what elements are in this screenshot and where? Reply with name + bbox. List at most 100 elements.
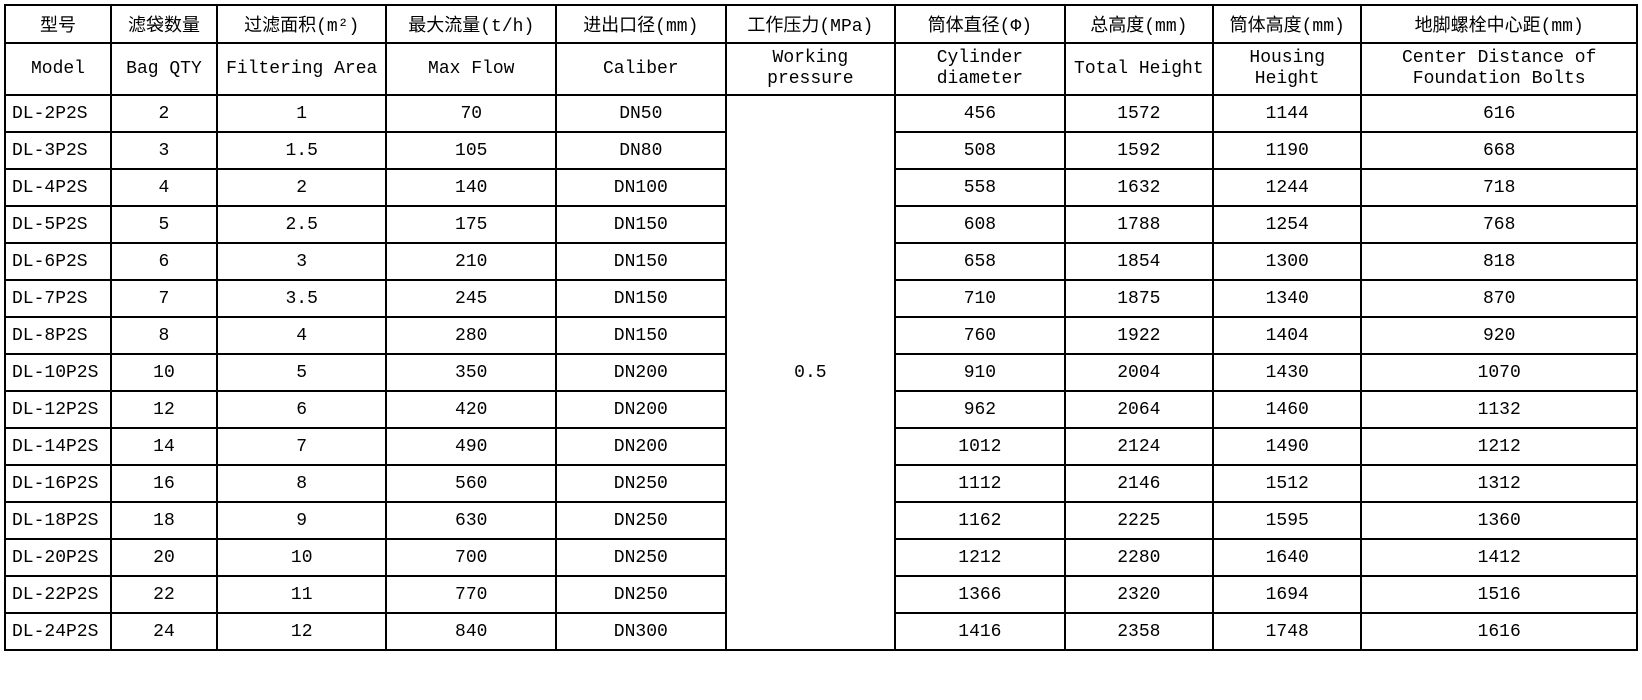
- cell-bag_qty: 8: [111, 317, 217, 354]
- cell-diameter: 1162: [895, 502, 1065, 539]
- header-model-cn: 型号: [5, 5, 111, 43]
- header-diameter-cn: 筒体直径(Φ): [895, 5, 1065, 43]
- cell-model: DL-6P2S: [5, 243, 111, 280]
- header-bagqty-cn: 滤袋数量: [111, 5, 217, 43]
- header-caliber-en: Caliber: [556, 43, 726, 95]
- cell-bag_qty: 2: [111, 95, 217, 132]
- cell-model: DL-22P2S: [5, 576, 111, 613]
- cell-housing_h: 1244: [1213, 169, 1361, 206]
- cell-center_dist: 920: [1361, 317, 1637, 354]
- cell-caliber: DN50: [556, 95, 726, 132]
- header-area-en: Filtering Area: [217, 43, 387, 95]
- cell-flow: 140: [386, 169, 556, 206]
- cell-total_h: 2004: [1065, 354, 1213, 391]
- cell-model: DL-16P2S: [5, 465, 111, 502]
- cell-housing_h: 1748: [1213, 613, 1361, 650]
- cell-caliber: DN200: [556, 391, 726, 428]
- cell-total_h: 2064: [1065, 391, 1213, 428]
- cell-total_h: 2280: [1065, 539, 1213, 576]
- cell-diameter: 1112: [895, 465, 1065, 502]
- cell-bag_qty: 6: [111, 243, 217, 280]
- cell-housing_h: 1430: [1213, 354, 1361, 391]
- header-row-en: Model Bag QTY Filtering Area Max Flow Ca…: [5, 43, 1637, 95]
- cell-center_dist: 1312: [1361, 465, 1637, 502]
- cell-housing_h: 1144: [1213, 95, 1361, 132]
- cell-total_h: 2225: [1065, 502, 1213, 539]
- cell-flow: 630: [386, 502, 556, 539]
- cell-flow: 245: [386, 280, 556, 317]
- cell-flow: 210: [386, 243, 556, 280]
- cell-model: DL-3P2S: [5, 132, 111, 169]
- cell-bag_qty: 20: [111, 539, 217, 576]
- cell-center_dist: 1516: [1361, 576, 1637, 613]
- cell-flow: 840: [386, 613, 556, 650]
- cell-housing_h: 1404: [1213, 317, 1361, 354]
- cell-area: 3: [217, 243, 387, 280]
- cell-diameter: 558: [895, 169, 1065, 206]
- header-totalh-cn: 总高度(mm): [1065, 5, 1213, 43]
- header-housingh-en: Housing Height: [1213, 43, 1361, 95]
- cell-flow: 350: [386, 354, 556, 391]
- cell-total_h: 1572: [1065, 95, 1213, 132]
- cell-center_dist: 1070: [1361, 354, 1637, 391]
- header-caliber-cn: 进出口径(mm): [556, 5, 726, 43]
- header-flow-en: Max Flow: [386, 43, 556, 95]
- cell-model: DL-2P2S: [5, 95, 111, 132]
- cell-flow: 175: [386, 206, 556, 243]
- cell-total_h: 1592: [1065, 132, 1213, 169]
- cell-area: 1: [217, 95, 387, 132]
- cell-housing_h: 1640: [1213, 539, 1361, 576]
- cell-model: DL-20P2S: [5, 539, 111, 576]
- spec-table: 型号 滤袋数量 过滤面积(m²) 最大流量(t/h) 进出口径(mm) 工作压力…: [4, 4, 1638, 651]
- cell-total_h: 2146: [1065, 465, 1213, 502]
- cell-bag_qty: 5: [111, 206, 217, 243]
- cell-flow: 490: [386, 428, 556, 465]
- header-flow-cn: 最大流量(t/h): [386, 5, 556, 43]
- cell-model: DL-24P2S: [5, 613, 111, 650]
- cell-bag_qty: 3: [111, 132, 217, 169]
- cell-area: 7: [217, 428, 387, 465]
- cell-area: 8: [217, 465, 387, 502]
- cell-total_h: 2358: [1065, 613, 1213, 650]
- cell-total_h: 1854: [1065, 243, 1213, 280]
- cell-model: DL-5P2S: [5, 206, 111, 243]
- cell-model: DL-4P2S: [5, 169, 111, 206]
- cell-bag_qty: 7: [111, 280, 217, 317]
- header-centerdist-en: Center Distance of Foundation Bolts: [1361, 43, 1637, 95]
- cell-area: 9: [217, 502, 387, 539]
- cell-caliber: DN100: [556, 169, 726, 206]
- cell-caliber: DN200: [556, 354, 726, 391]
- header-totalh-en: Total Height: [1065, 43, 1213, 95]
- cell-total_h: 2320: [1065, 576, 1213, 613]
- cell-flow: 70: [386, 95, 556, 132]
- cell-diameter: 962: [895, 391, 1065, 428]
- cell-model: DL-8P2S: [5, 317, 111, 354]
- cell-diameter: 1366: [895, 576, 1065, 613]
- cell-diameter: 1212: [895, 539, 1065, 576]
- cell-diameter: 910: [895, 354, 1065, 391]
- cell-total_h: 1788: [1065, 206, 1213, 243]
- table-body: DL-2P2S2170DN500.545615721144616DL-3P2S3…: [5, 95, 1637, 650]
- cell-caliber: DN250: [556, 539, 726, 576]
- cell-center_dist: 1132: [1361, 391, 1637, 428]
- cell-diameter: 1012: [895, 428, 1065, 465]
- header-diameter-en: Cylinder diameter: [895, 43, 1065, 95]
- cell-center_dist: 718: [1361, 169, 1637, 206]
- cell-center_dist: 818: [1361, 243, 1637, 280]
- cell-center_dist: 1360: [1361, 502, 1637, 539]
- cell-model: DL-14P2S: [5, 428, 111, 465]
- cell-housing_h: 1460: [1213, 391, 1361, 428]
- cell-bag_qty: 12: [111, 391, 217, 428]
- cell-area: 3.5: [217, 280, 387, 317]
- header-pressure-cn: 工作压力(MPa): [726, 5, 896, 43]
- cell-housing_h: 1595: [1213, 502, 1361, 539]
- cell-caliber: DN200: [556, 428, 726, 465]
- cell-caliber: DN150: [556, 280, 726, 317]
- cell-center_dist: 668: [1361, 132, 1637, 169]
- cell-diameter: 1416: [895, 613, 1065, 650]
- table-row: DL-2P2S2170DN500.545615721144616: [5, 95, 1637, 132]
- cell-center_dist: 1616: [1361, 613, 1637, 650]
- cell-total_h: 1875: [1065, 280, 1213, 317]
- cell-bag_qty: 10: [111, 354, 217, 391]
- cell-flow: 420: [386, 391, 556, 428]
